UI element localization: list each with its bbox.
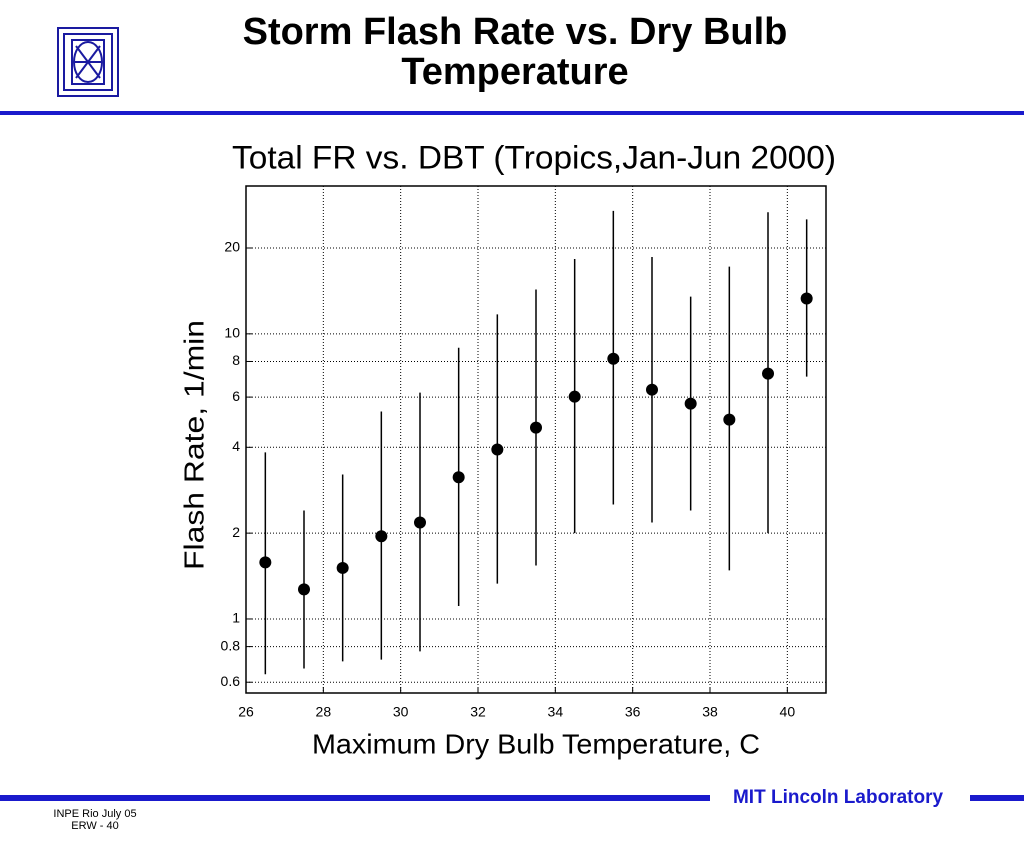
chart-title: Total FR vs. DBT (Tropics,Jan-Jun 2000) — [232, 139, 836, 175]
y-tick-label: 0.6 — [221, 673, 241, 689]
footer-lab: MIT Lincoln Laboratory — [733, 787, 943, 808]
y-tick-label: 1 — [232, 610, 240, 626]
y-tick-label: 2 — [232, 524, 240, 540]
x-tick-label: 28 — [316, 704, 332, 720]
x-tick-label: 34 — [548, 704, 564, 720]
x-tick-label: 40 — [780, 704, 796, 720]
point — [414, 516, 426, 529]
footer-note: ERW - 40 — [71, 820, 118, 832]
y-tick-label: 10 — [224, 325, 240, 341]
point — [452, 471, 465, 484]
point — [259, 556, 272, 569]
point — [336, 561, 349, 574]
x-tick-label: 36 — [625, 704, 641, 720]
point — [491, 443, 504, 456]
x-tick-label: 32 — [470, 704, 486, 720]
point — [568, 390, 581, 403]
slide-title: Storm Flash Rate vs. Dry Bulb — [243, 11, 788, 53]
x-tick-label: 38 — [702, 704, 718, 720]
point — [646, 383, 658, 396]
point — [684, 397, 697, 410]
y-tick-label: 0.8 — [221, 637, 241, 653]
point — [800, 292, 813, 305]
x-axis-label: Maximum Dry Bulb Temperature, C — [312, 728, 760, 759]
y-axis-label: Flash Rate, 1/min — [178, 320, 209, 570]
y-tick-label: 6 — [232, 388, 240, 404]
footer-note: INPE Rio July 05 — [53, 808, 136, 820]
point — [762, 367, 774, 380]
plot-frame — [245, 185, 827, 694]
point — [298, 583, 310, 596]
point — [607, 352, 620, 365]
x-tick-label: 26 — [238, 704, 254, 720]
y-tick-label: 20 — [224, 239, 240, 255]
point — [530, 421, 542, 434]
point — [375, 530, 388, 543]
y-tick-label: 8 — [232, 352, 240, 368]
logo — [57, 27, 119, 97]
x-tick-label: 30 — [393, 704, 409, 720]
slide-title: Temperature — [401, 51, 628, 93]
point — [723, 413, 736, 426]
y-tick-label: 4 — [232, 438, 240, 454]
